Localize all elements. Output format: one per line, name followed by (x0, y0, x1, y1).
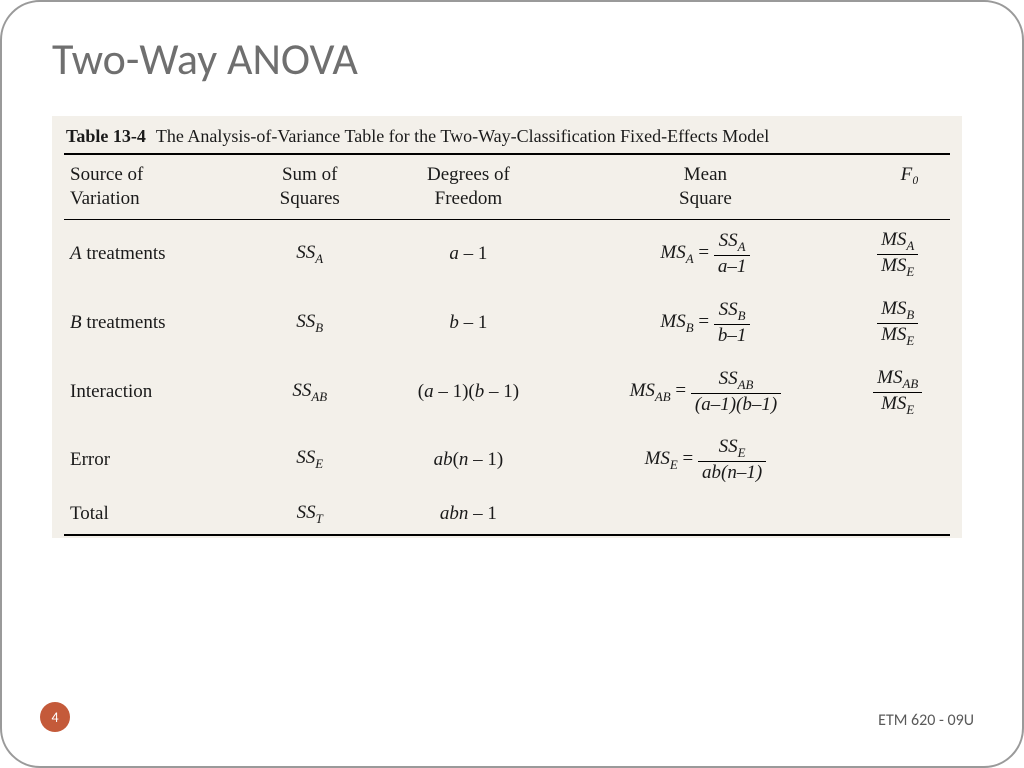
col-ms: MeanSquare (565, 154, 845, 219)
slide-title: Two-Way ANOVA (52, 32, 982, 86)
slide-frame: Two-Way ANOVA Table 13-4 The Analysis-of-… (0, 0, 1024, 768)
col-ss-label: Sum ofSquares (280, 164, 340, 209)
cell-ss: SSE (248, 427, 371, 494)
cell-ms (565, 493, 845, 535)
cell-df: (a – 1)(b – 1) (371, 358, 565, 427)
cell-f0 (845, 493, 950, 535)
cell-source: Error (64, 427, 248, 494)
cell-source: Interaction (64, 358, 248, 427)
cell-ms: MSAB = SSAB(a–1)(b–1) (565, 358, 845, 427)
page-number-badge: 4 (40, 702, 70, 732)
cell-ss: SSB (248, 289, 371, 358)
cell-ss: SSA (248, 219, 371, 289)
col-f0-label: F₀ (901, 164, 919, 185)
footer-right-text: ETM 620 - 09U (878, 711, 974, 730)
cell-df: ab(n – 1) (371, 427, 565, 494)
cell-f0: MSAMSE (845, 219, 950, 289)
cell-df: b – 1 (371, 289, 565, 358)
cell-ms: MSA = SSAa–1 (565, 219, 845, 289)
col-source: Source ofVariation (64, 154, 248, 219)
col-f0: F₀ (845, 154, 950, 219)
table-body: A treatmentsSSAa – 1MSA = SSAa–1MSAMSEB … (64, 219, 950, 535)
table-header: Source ofVariation Sum ofSquares Degrees… (64, 154, 950, 219)
table-row: ErrorSSEab(n – 1)MSE = SSEab(n–1) (64, 427, 950, 494)
table-row: TotalSSTabn – 1 (64, 493, 950, 535)
anova-table: Source ofVariation Sum ofSquares Degrees… (64, 153, 950, 536)
table-caption: Table 13-4 The Analysis-of-Variance Table… (64, 126, 950, 147)
cell-source: A treatments (64, 219, 248, 289)
cell-df: abn – 1 (371, 493, 565, 535)
col-ms-label: MeanSquare (679, 164, 732, 209)
cell-ms: MSB = SSBb–1 (565, 289, 845, 358)
table-row: B treatmentsSSBb – 1MSB = SSBb–1MSBMSE (64, 289, 950, 358)
col-df-label: Degrees ofFreedom (427, 164, 510, 209)
cell-source: B treatments (64, 289, 248, 358)
cell-ss: SST (248, 493, 371, 535)
caption-label: Table 13-4 (66, 126, 146, 146)
col-df: Degrees ofFreedom (371, 154, 565, 219)
cell-f0: MSBMSE (845, 289, 950, 358)
anova-table-region: Table 13-4 The Analysis-of-Variance Table… (52, 116, 962, 538)
cell-f0: MSABMSE (845, 358, 950, 427)
cell-f0 (845, 427, 950, 494)
cell-ss: SSAB (248, 358, 371, 427)
col-source-label: Source ofVariation (70, 164, 143, 209)
cell-df: a – 1 (371, 219, 565, 289)
page-number: 4 (51, 709, 58, 726)
col-ss: Sum ofSquares (248, 154, 371, 219)
cell-ms: MSE = SSEab(n–1) (565, 427, 845, 494)
table-row: InteractionSSAB(a – 1)(b – 1)MSAB = SSAB… (64, 358, 950, 427)
cell-source: Total (64, 493, 248, 535)
table-row: A treatmentsSSAa – 1MSA = SSAa–1MSAMSE (64, 219, 950, 289)
caption-text: The Analysis-of-Variance Table for the T… (156, 126, 769, 146)
